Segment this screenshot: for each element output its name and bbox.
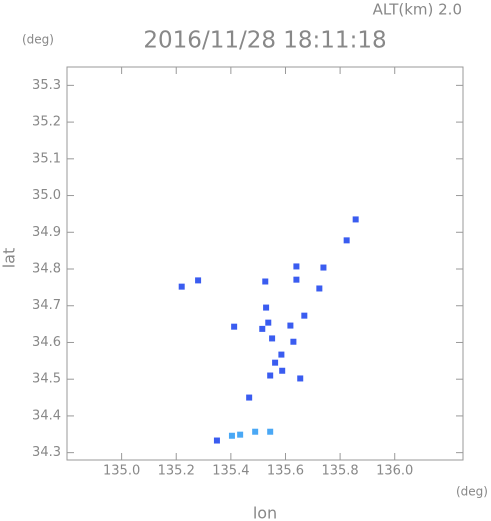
echo-cell: [267, 372, 274, 379]
y-tick-label: 34.4: [32, 408, 61, 423]
echo-cell: [272, 359, 279, 366]
plot-frame: [66, 66, 464, 461]
x-tick-label: 136.0: [376, 464, 413, 479]
echo-cell: [265, 319, 272, 326]
y-unit: (deg): [22, 33, 54, 47]
y-tick-label: 35.0: [32, 188, 61, 203]
echo-cell: [267, 428, 274, 435]
chart-title: 2016/11/28 18:11:18: [143, 28, 386, 54]
echo-cell: [269, 335, 276, 342]
echo-cell: [228, 432, 235, 439]
echo-cell: [246, 394, 253, 401]
echo-cell: [195, 277, 202, 284]
y-tick-label: 34.7: [32, 298, 61, 313]
y-tick-label: 35.3: [32, 78, 61, 93]
x-unit: (deg): [456, 485, 488, 499]
echo-cell: [231, 323, 238, 330]
echo-cell: [259, 325, 266, 332]
x-tick-label: 135.6: [267, 464, 304, 479]
x-tick-label: 135.4: [212, 464, 249, 479]
chart-subtitle: ALT(km) 2.0: [373, 1, 462, 19]
echo-cell: [301, 312, 308, 319]
y-tick-label: 34.5: [32, 372, 61, 387]
echo-cell: [237, 431, 244, 438]
echo-cell: [293, 276, 300, 283]
echo-cell: [293, 263, 300, 270]
echo-cell: [287, 322, 294, 329]
y-tick-label: 35.2: [32, 115, 61, 130]
x-tick-label: 135.2: [158, 464, 195, 479]
echo-cell: [213, 437, 220, 444]
x-axis-label: lon: [253, 504, 277, 521]
echo-cell: [178, 283, 185, 290]
x-tick-label: 135.8: [321, 464, 358, 479]
echo-cell: [263, 304, 270, 311]
y-tick-label: 35.1: [32, 151, 61, 166]
echo-cell: [316, 285, 323, 292]
y-tick-label: 34.8: [32, 262, 61, 277]
echo-cell: [278, 351, 285, 358]
echo-cell: [320, 264, 327, 271]
y-tick-label: 34.9: [32, 225, 61, 240]
echo-cell: [352, 216, 359, 223]
echo-cell: [262, 278, 269, 285]
echo-cell: [279, 367, 286, 374]
echo-cell: [252, 428, 259, 435]
y-axis-label: lat: [0, 248, 19, 269]
y-tick-label: 34.6: [32, 335, 61, 350]
echo-cell: [343, 237, 350, 244]
echo-cell: [297, 375, 304, 382]
echo-cell: [290, 338, 297, 345]
y-tick-label: 34.3: [32, 445, 61, 460]
x-tick-label: 135.0: [103, 464, 140, 479]
